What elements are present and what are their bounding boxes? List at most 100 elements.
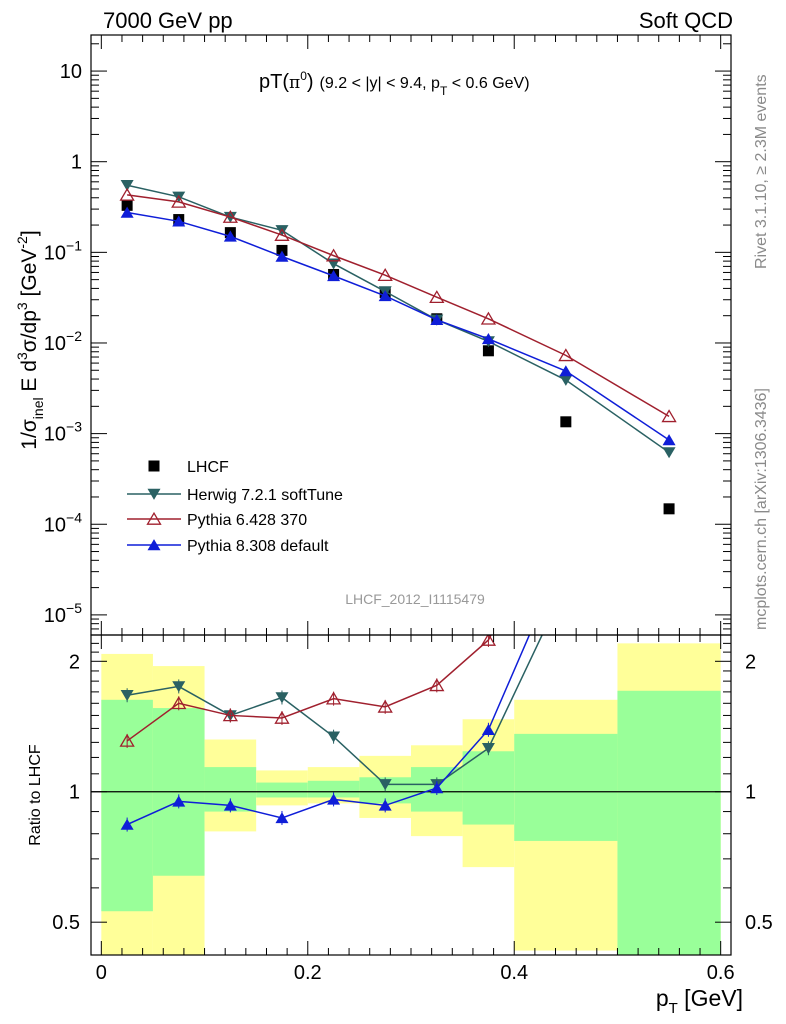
ratio-point-pythia6-2 [222,708,238,722]
ratio-point-pythia8-3 [275,812,289,824]
main-point-pythia6-7 [480,311,497,325]
ratio-point-pythia8-7 [481,723,495,735]
main-point-pythia6-2 [222,209,238,223]
main-point-pythia8-0 [120,206,134,218]
ylabel-sub: inel [30,397,46,419]
rivet-version-label: Rivet 3.1.10, ≥ 2.3M events [753,74,770,269]
ratio-line-pythia8 [126,635,531,826]
ratio-point-pythia6-7 [480,635,497,646]
main-point-pythia6-4 [325,248,342,262]
main-point-lhcf-3 [276,244,288,256]
ratio-point-pythia6-6 [429,678,445,692]
legend-marker-pythia8 [147,539,161,551]
legend-label-pythia6: Pythia 6.428 370 [187,512,307,529]
main-y-tick-label: 10−4 [44,509,82,536]
mcplots-label: mcplots.cern.ch [arXiv:1306.3436] [753,388,770,630]
ylabel-e: ] [18,230,41,236]
x-tick-label: 0.6 [707,962,735,984]
main-point-herwig-9 [662,447,676,459]
main-point-pythia6-0 [119,187,135,201]
title-subscript: T [440,84,448,98]
x-tick-label: 0.4 [500,962,528,984]
header-left-label: 7000 GeV pp [103,8,233,33]
main-point-pythia8-7 [481,333,495,345]
band-green-7 [462,751,515,825]
main-point-herwig-8 [559,374,573,386]
ratio-y-tick-label-left: 1 [69,782,80,804]
ratio-y-tick-label-right: 1 [745,782,756,804]
main-point-lhcf-8 [560,416,572,428]
main-y-tick-label: 10−1 [44,237,82,264]
analysis-watermark: LHCF_2012_I1115479 [345,591,485,607]
main-point-herwig-3 [275,225,289,237]
main-point-pythia8-2 [223,230,237,242]
ratio-point-herwig-0 [120,690,134,702]
main-point-pythia8-9 [662,434,676,446]
ratio-point-herwig-3 [275,692,289,704]
x-tick-label: 0 [96,962,107,984]
main-point-pythia8-6 [430,313,444,326]
header-right-label: Soft QCD [639,8,733,33]
ratio-point-pythia6-3 [274,710,290,724]
legend-marker-lhcf [148,460,160,472]
ratio-point-pythia8-1 [172,795,186,807]
band-green-9 [617,690,721,955]
main-y-tick-label: 10 [60,61,82,83]
main-point-pythia6-3 [274,227,290,241]
ylabel-d: [GeV [18,249,41,303]
main-plot-title: pT(π0) (9.2 < |y| < 9.4, pT < 0.6 GeV) [259,69,530,98]
xlabel-b: [GeV] [678,985,743,1011]
main-y-tick-label: 10−2 [44,328,82,355]
ratio-y-axis-label: Ratio to LHCF [27,744,44,846]
main-point-pythia8-4 [327,270,341,282]
x-axis-label: pT [GeV] [656,985,743,1017]
ratio-point-herwig-1 [172,681,186,693]
main-point-pythia6-1 [171,194,187,208]
title-tail: < 0.6 GeV) [447,75,529,92]
band-green-8 [514,733,618,841]
legend-marker-herwig [147,488,161,500]
main-point-lhcf-9 [663,503,675,515]
xlabel-a: p [656,985,669,1011]
ylabel-c: σ/dp [18,310,41,352]
ratio-point-pythia8-4 [327,793,341,805]
ratio-point-pythia6-1 [171,696,187,710]
ratio-point-pythia6-5 [377,699,393,713]
ratio-y-tick-label-left: 2 [69,651,80,673]
ylabel-sup1: 3 [14,352,30,360]
main-point-lhcf-7 [482,345,494,357]
main-point-pythia6-8 [558,348,574,362]
ratio-point-herwig-7 [481,743,495,755]
ratio-point-pythia8-2 [223,799,237,811]
ylabel-b: E d [18,360,41,397]
main-line-pythia8 [127,211,670,441]
main-point-pythia8-8 [559,365,573,377]
title-condition: (9.2 < |y| < 9.4, p [320,75,440,92]
ratio-y-tick-label-right: 0.5 [745,912,773,934]
title-superscript: 0 [300,69,307,83]
legend-label-herwig: Herwig 7.2.1 softTune [187,487,343,504]
main-point-lhcf-0 [121,199,133,211]
main-y-tick-label: 1 [71,152,82,174]
main-point-pythia6-5 [377,268,393,282]
xlabel-sub: T [669,1000,678,1017]
main-point-pythia6-9 [661,409,677,423]
ylabel-sup2: 3 [14,302,30,310]
main-line-herwig [126,184,670,454]
ylabel-sup3: -2 [14,236,30,249]
band-green-0 [101,699,153,912]
band-green-3 [256,782,308,798]
main-point-herwig-0 [120,180,134,192]
main-point-pythia8-1 [172,215,186,227]
ratio-point-pythia8-0 [120,818,134,830]
legend-label-lhcf: LHCF [187,459,229,476]
ratio-line-herwig [127,635,543,786]
ylabel-a: 1/σ [18,419,41,450]
ratio-y-tick-label-right: 2 [745,651,756,673]
legend-marker-pythia6 [146,511,162,525]
main-line-pythia6 [127,194,670,418]
legend-label-pythia8: Pythia 8.308 default [187,538,329,555]
main-y-tick-label: 10−5 [44,600,82,627]
main-point-herwig-4 [327,258,341,270]
